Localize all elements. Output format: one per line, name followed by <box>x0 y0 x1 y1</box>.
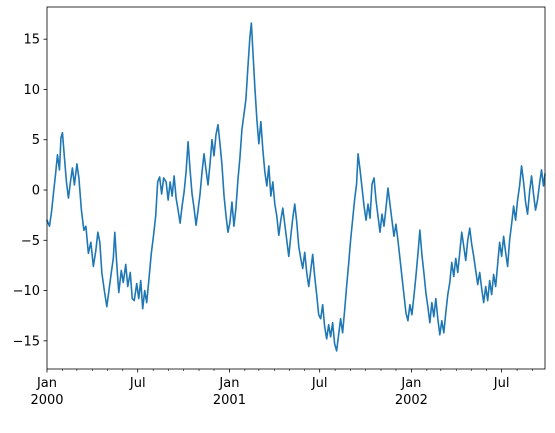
y-tick-label: 0 <box>32 184 40 199</box>
plot-background <box>47 7 545 369</box>
y-tick-label: 15 <box>23 33 40 48</box>
plot-frame <box>46 6 546 370</box>
x-tick-label: Jan <box>400 376 421 391</box>
x-tick-year-label: 2001 <box>213 393 246 408</box>
y-axis: −15 −10 −5 0 5 10 15 <box>13 33 47 349</box>
y-tick-label: 10 <box>23 83 40 98</box>
x-tick-label: Jul <box>129 376 146 391</box>
y-tick-label: −10 <box>13 284 40 299</box>
x-tick-label: Jul <box>493 376 510 391</box>
series-layer <box>46 22 546 352</box>
y-tick-label: −15 <box>13 334 40 349</box>
y-tick-label: 5 <box>32 133 40 148</box>
x-tick-label: Jul <box>311 376 328 391</box>
x-tick-year-label: 2000 <box>30 393 63 408</box>
x-tick-year-label: 2002 <box>395 393 428 408</box>
x-tick-label: Jan <box>36 376 57 391</box>
x-tick-label: Jan <box>218 376 239 391</box>
y-tick-label: −5 <box>21 234 40 249</box>
series-line <box>46 22 546 352</box>
x-axis: Jan 2000 Jul Jan 2001 Jul Jan 2002 Jul <box>30 369 533 408</box>
